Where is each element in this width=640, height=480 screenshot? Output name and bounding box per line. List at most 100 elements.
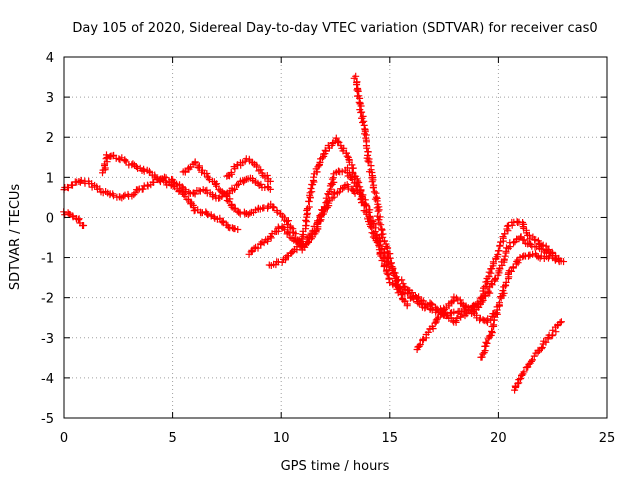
data-point — [134, 186, 142, 194]
data-point — [285, 229, 293, 237]
data-point — [500, 255, 508, 263]
data-point — [390, 271, 398, 279]
data-point — [396, 288, 404, 296]
data-point — [513, 258, 521, 265]
data-point — [484, 315, 492, 323]
data-point — [322, 194, 330, 202]
data-point — [231, 185, 239, 193]
data-point — [560, 258, 568, 266]
x-tick-label: 15 — [382, 431, 399, 446]
data-point — [266, 185, 274, 193]
series-track-11 — [511, 318, 565, 394]
data-points — [60, 72, 568, 394]
y-tick-label: -5 — [41, 412, 54, 427]
data-point — [204, 174, 212, 182]
data-point — [103, 151, 110, 159]
data-point — [310, 173, 318, 181]
data-point — [376, 241, 384, 249]
data-point — [369, 184, 377, 192]
y-tick-label: -3 — [41, 332, 54, 347]
data-point — [461, 303, 469, 311]
data-point — [313, 168, 321, 176]
data-point — [373, 197, 381, 205]
data-point — [398, 276, 406, 284]
y-tick-label: 2 — [46, 131, 54, 146]
data-point — [515, 376, 523, 384]
data-point — [538, 344, 546, 351]
data-point — [520, 368, 528, 376]
data-point — [270, 204, 278, 211]
data-point — [332, 134, 340, 142]
y-axis-label: SDTVAR / TECUs — [8, 184, 23, 291]
x-tick-label: 0 — [60, 431, 68, 446]
data-point — [495, 247, 503, 255]
x-axis-label: GPS time / hours — [281, 459, 390, 474]
data-point — [488, 329, 496, 337]
data-point — [491, 276, 499, 284]
data-point — [364, 157, 372, 165]
data-point — [188, 200, 196, 208]
data-point — [353, 86, 361, 94]
data-point — [312, 227, 320, 234]
data-point — [395, 285, 403, 293]
data-point — [303, 240, 311, 248]
series-track-3 — [99, 151, 242, 233]
data-point — [246, 209, 254, 217]
data-point — [299, 241, 307, 249]
data-point — [377, 221, 385, 229]
data-point — [241, 176, 249, 184]
y-tick-label: 0 — [46, 211, 54, 226]
data-point — [375, 206, 383, 214]
data-point — [80, 221, 88, 229]
data-point — [557, 318, 565, 326]
data-point — [446, 309, 454, 317]
data-point — [150, 178, 158, 186]
data-point — [375, 219, 383, 227]
data-point — [485, 268, 493, 276]
data-point — [462, 302, 470, 310]
data-point — [75, 216, 83, 224]
data-point — [501, 230, 509, 238]
data-point — [424, 328, 432, 336]
data-point — [380, 237, 388, 245]
data-point — [321, 146, 329, 154]
data-point — [306, 189, 314, 197]
data-point — [335, 188, 343, 196]
data-point — [338, 168, 346, 176]
data-point — [110, 192, 117, 200]
data-point — [227, 169, 235, 176]
data-point — [181, 168, 189, 176]
data-point — [510, 239, 518, 247]
data-point — [466, 306, 474, 314]
data-point — [355, 98, 363, 106]
data-point — [502, 278, 510, 286]
data-point — [370, 188, 378, 196]
data-point — [479, 316, 487, 324]
chart-title: Day 105 of 2020, Sidereal Day-to-day VTE… — [72, 21, 597, 36]
data-point — [151, 171, 159, 179]
data-point — [121, 191, 129, 199]
data-point — [365, 158, 373, 166]
data-point — [254, 244, 262, 252]
data-point — [334, 137, 342, 145]
data-point — [203, 209, 211, 217]
data-point — [284, 217, 292, 225]
data-point — [77, 176, 85, 184]
plot-frame — [63, 56, 608, 419]
data-point — [69, 213, 77, 221]
data-point — [478, 294, 486, 302]
data-point — [520, 236, 528, 244]
axis-ticks: 0 5 10 15 20 25 -5 -4 -3 -2 -1 0 1 2 3 4 — [41, 51, 615, 446]
data-point — [257, 180, 265, 188]
x-tick-label: 25 — [599, 431, 616, 446]
data-point — [363, 202, 371, 210]
data-point — [431, 319, 439, 327]
data-point — [357, 186, 365, 194]
data-point — [169, 182, 177, 190]
data-point — [371, 228, 379, 236]
data-point — [356, 183, 364, 191]
data-point — [96, 185, 104, 193]
data-point — [328, 175, 336, 183]
data-point — [295, 240, 303, 248]
x-tick-label: 10 — [273, 431, 290, 446]
